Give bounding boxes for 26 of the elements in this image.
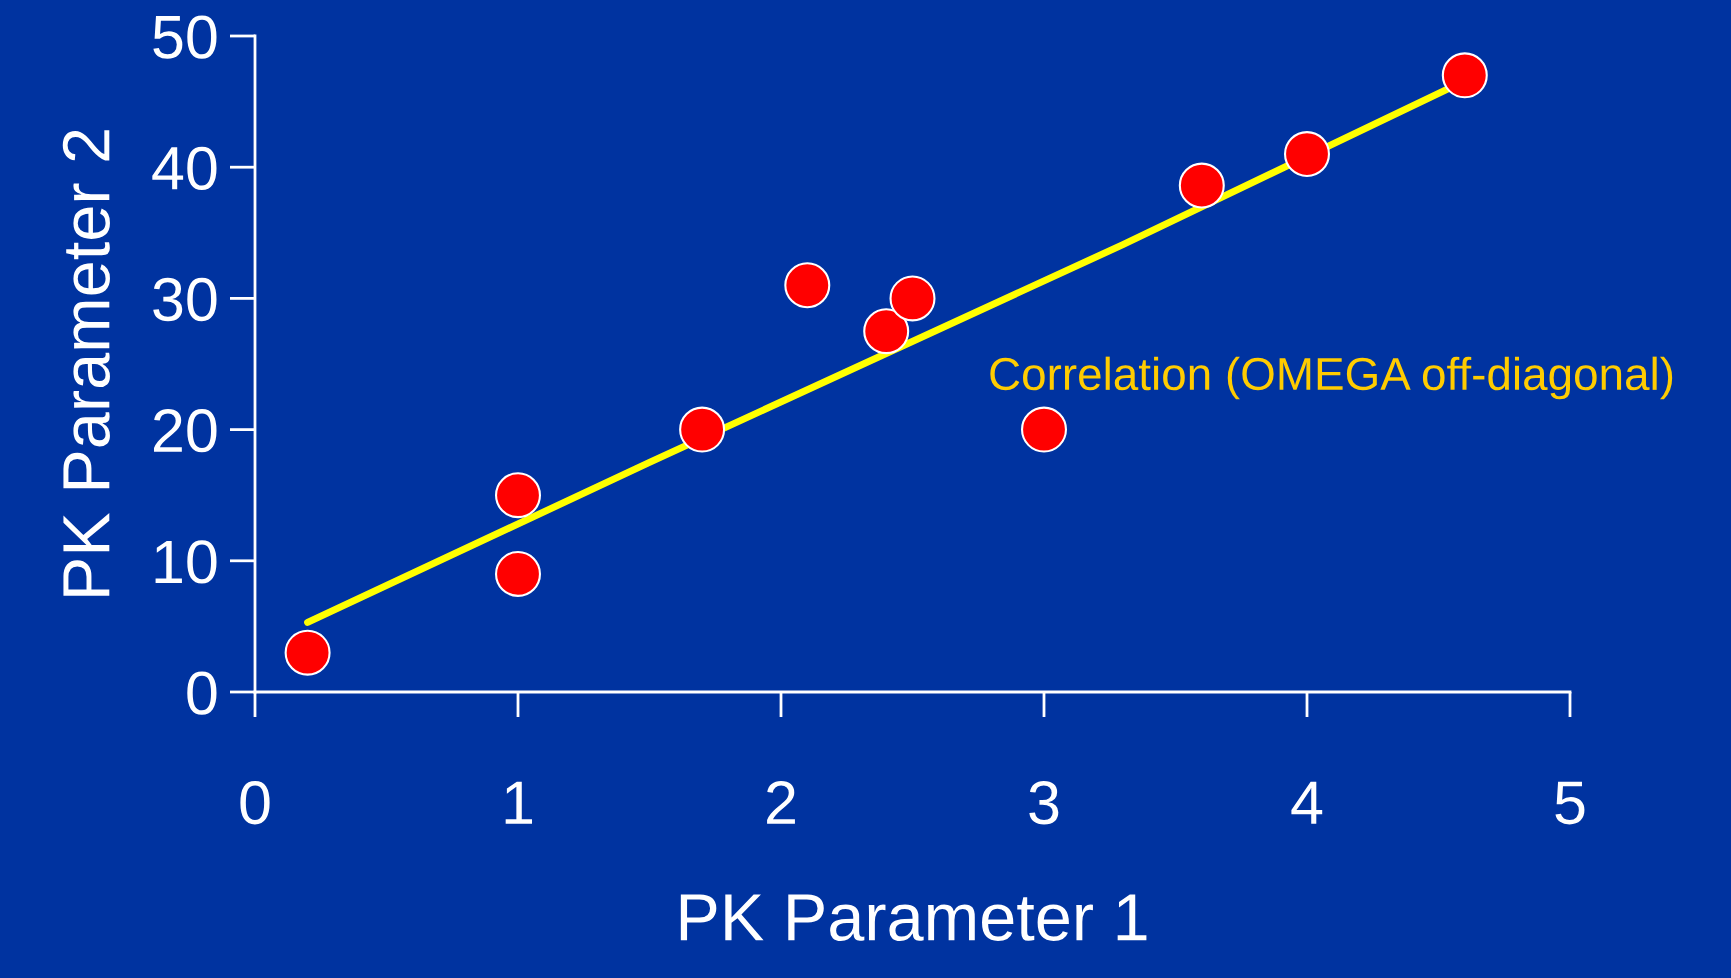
x-tick-label: 5	[1555, 781, 1585, 825]
point	[784, 262, 831, 309]
y-tick-label: 10	[155, 540, 217, 584]
y-tick-label: 0	[187, 671, 217, 715]
point	[284, 629, 331, 676]
y-tick-label: 30	[153, 277, 217, 322]
point	[1021, 406, 1067, 453]
annotation: Correlation (OMEGA off-diagonal)	[990, 356, 1673, 400]
y-axis-title: PK Parameter 2	[62, 130, 110, 596]
x-tick-label: 2	[767, 781, 795, 824]
point	[863, 308, 910, 355]
x-axis-title: PK Parameter 1	[680, 894, 1147, 941]
point	[495, 472, 541, 519]
y-tick-label: 40	[152, 146, 217, 190]
x-tick-label: 0	[240, 781, 270, 825]
point	[679, 406, 726, 453]
x-tick-label: 4	[1291, 781, 1323, 824]
point	[495, 550, 541, 597]
point	[1441, 52, 1488, 99]
point	[1284, 131, 1330, 178]
x-tick-label: 3	[1029, 781, 1059, 825]
y-tick-label: 50	[153, 15, 217, 59]
y-tick-label: 20	[154, 409, 217, 453]
point	[1178, 162, 1225, 209]
point	[889, 275, 936, 322]
x-tick-label: 1	[505, 781, 533, 824]
